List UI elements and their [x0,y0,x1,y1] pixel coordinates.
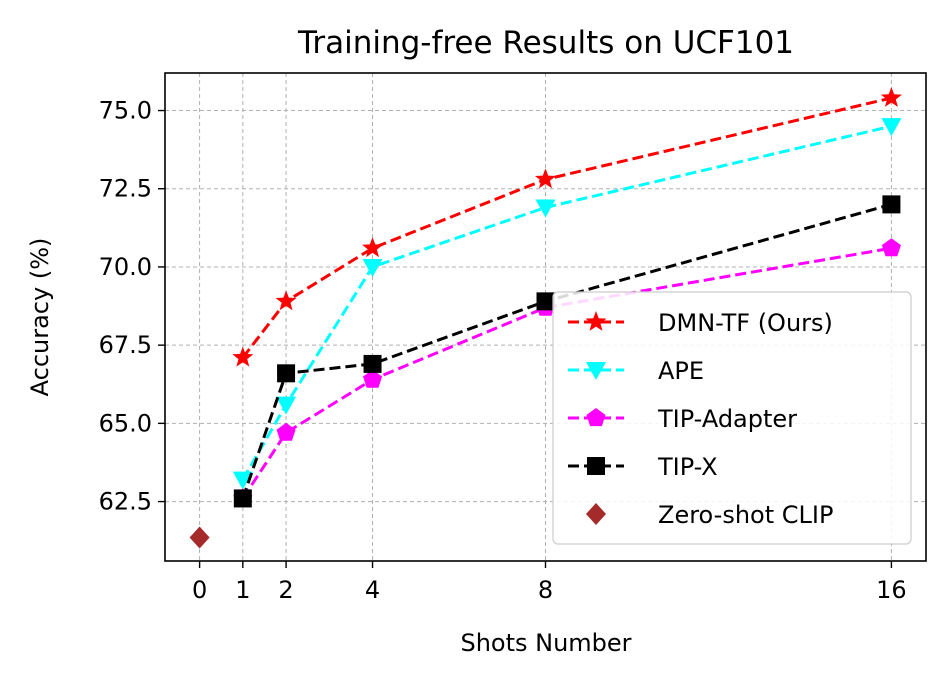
series [189,526,210,549]
y-tick-label: 72.5 [99,175,152,203]
series-line [241,202,892,499]
legend-box [552,291,912,545]
y-tick-label: 67.5 [99,331,152,359]
x-tick-label: 1 [235,576,250,604]
marker-square [233,489,252,508]
marker-star [585,311,607,331]
x-tick-label: 2 [278,576,293,604]
marker-pentagon [363,369,383,388]
legend-label: TIP-X [657,453,718,481]
legend-item: DMN-TF (Ours) [568,309,833,337]
y-tick-label: 62.5 [99,488,152,516]
plot-frame [164,72,927,562]
marker-triangle-down [362,258,383,277]
legend: DMN-TF (Ours) APE TIP-Adapter TIP-X Zero-sho… [552,291,912,545]
series [233,195,901,508]
marker-square [587,457,605,475]
legend-item: Zero-shot CLIP [586,501,833,529]
legend-item: TIP-Adapter [568,405,797,433]
marker-triangle-down [881,118,902,137]
x-axis-label: Shots Number [460,629,631,657]
marker-diamond [586,503,606,525]
legend-label: APE [658,357,704,385]
y-tick-label: 65.0 [99,409,152,437]
plot-series [189,87,902,549]
series [232,118,902,490]
legend-label: TIP-Adapter [657,405,797,433]
marker-star [880,87,902,107]
y-tick-label: 70.0 [99,253,152,281]
marker-square [363,354,382,373]
marker-pentagon [586,408,606,427]
legend-label: DMN-TF (Ours) [658,309,833,337]
marker-triangle-down [276,396,297,415]
marker-star [232,346,254,367]
marker-diamond [189,526,210,549]
x-tick-label: 0 [192,576,207,604]
marker-star [535,168,556,189]
x-tick-label: 4 [365,576,380,604]
series [232,87,902,367]
x-tick-label: 16 [876,576,907,604]
marker-square [536,292,555,311]
y-axis-label: Accuracy (%) [26,238,54,397]
chart-title: Training-free Results on UCF101 [297,25,794,61]
marker-pentagon [881,238,901,257]
marker-pentagon [276,422,296,441]
marker-triangle-down [232,471,253,490]
marker-star [362,237,383,258]
marker-square [277,364,296,383]
grid [165,73,926,561]
legend-item: APE [568,357,704,385]
y-axis: 62.5 65.0 67.5 70.0 72.5 75.0 [99,97,165,516]
marker-star [275,290,297,311]
marker-square [882,195,901,214]
legend-item: TIP-X [568,453,718,481]
legend-label: Zero-shot CLIP [658,501,833,529]
y-tick-label: 75.0 [99,97,152,125]
x-tick-label: 8 [538,576,553,604]
x-axis: 0 1 2 4 8 16 [192,561,907,604]
marker-triangle-down [535,199,556,218]
marker-triangle-down [586,362,606,380]
